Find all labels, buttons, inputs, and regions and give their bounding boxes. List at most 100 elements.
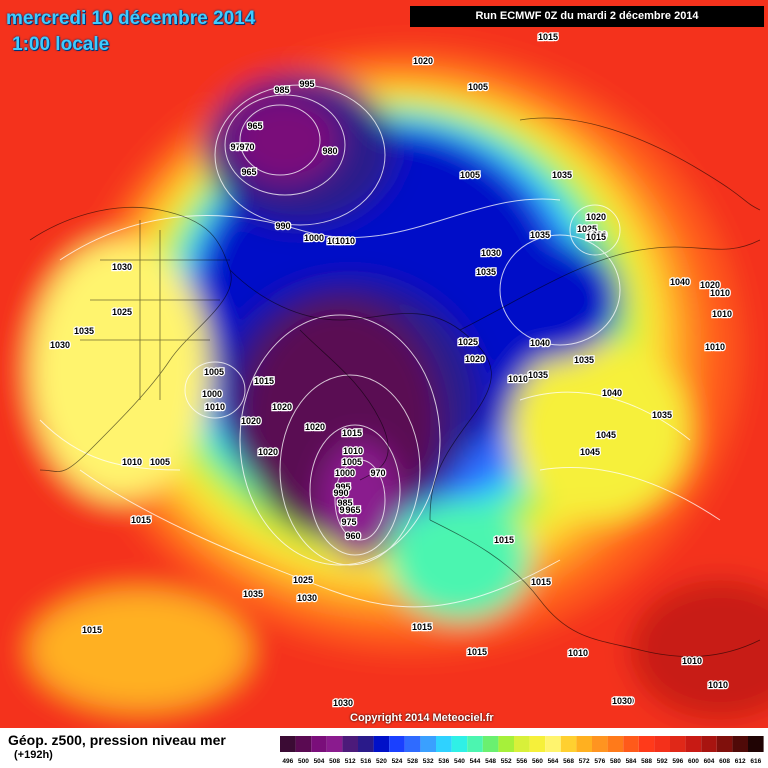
scale-label: 536 [438, 758, 449, 765]
isobar-label: 1010 [335, 236, 355, 246]
isobar-label: 1035 [652, 410, 672, 420]
scale-swatch [545, 736, 561, 752]
field-title: Géop. z500, pression niveau mer [8, 732, 226, 748]
isobar-label: 965 [345, 505, 360, 515]
isobar-label: 1020 [614, 696, 634, 706]
isobar-label: 1025 [577, 224, 597, 234]
scale-swatch [514, 736, 530, 752]
forecast-date-title: mercredi 10 décembre 2014 [6, 8, 256, 29]
isobar-label: 1010 [568, 648, 588, 658]
isobar-label: 1025 [112, 307, 132, 317]
isobar-label: 975 [230, 142, 245, 152]
scale-swatch [311, 736, 327, 752]
isobar-label: 1040 [530, 338, 550, 348]
color-scale: 496 500 504 508 512 516 520 524 528 532 536 540 544 5… [280, 736, 764, 765]
isobar-label: 1035 [528, 370, 548, 380]
isobar-label: 1010 [682, 656, 702, 666]
scale-swatch [280, 736, 296, 752]
scale-label: 528 [407, 758, 418, 765]
isobar-label: 1005 [460, 170, 480, 180]
isobar-label: 1020 [258, 447, 278, 457]
isobar-label: 1045 [596, 430, 616, 440]
isobar-label: 1010 [122, 457, 142, 467]
isobar-label: 1005 [342, 457, 362, 467]
isobar-label: 1030 [50, 340, 70, 350]
scale-label: 592 [657, 758, 668, 765]
scale-label: 504 [314, 758, 325, 765]
scale-label: 568 [563, 758, 574, 765]
scale-label: 584 [626, 758, 637, 765]
isobar-label: 980 [322, 146, 337, 156]
isobar-label: 1035 [74, 326, 94, 336]
isobar-label: 1015 [586, 232, 606, 242]
isobar-label: 985 [337, 498, 352, 508]
scale-label: 552 [501, 758, 512, 765]
isobar-label: 1015 [531, 577, 551, 587]
scale-label: 572 [579, 758, 590, 765]
scale-label: 604 [704, 758, 715, 765]
isobar-label: 1030 [481, 248, 501, 258]
isobar-label: 985 [274, 85, 289, 95]
scale-swatch [576, 736, 592, 752]
isobar-label: 1030 [297, 593, 317, 603]
isobar-label: 1035 [574, 355, 594, 365]
run-info-box: Run ECMWF 0Z du mardi 2 décembre 2014 [410, 6, 764, 27]
isobar-label: 995 [299, 79, 314, 89]
geopotential-field [0, 0, 768, 728]
scale-label: 564 [548, 758, 559, 765]
scale-label: 576 [594, 758, 605, 765]
isobar-label: 1020 [305, 422, 325, 432]
isobar-label: 1025 [293, 575, 313, 585]
isobar-label: 1030 [333, 698, 353, 708]
isobar-label: 1000 [304, 233, 324, 243]
isobar-label: 990 [333, 488, 348, 498]
isobar-label: 1035 [476, 267, 496, 277]
scale-label: 532 [423, 758, 434, 765]
scale-swatch [342, 736, 358, 752]
isobar-labels: 1015102010059959859659759709659809901000… [49, 31, 734, 710]
scale-label: 496 [282, 758, 293, 765]
scale-label: 608 [719, 758, 730, 765]
coastlines [29, 117, 761, 657]
scale-label: 596 [672, 758, 683, 765]
scale-label: 520 [376, 758, 387, 765]
forecast-hour: (+192h) [14, 749, 53, 761]
isobar-label: 1010 [710, 288, 730, 298]
scale-label: 540 [454, 758, 465, 765]
scale-swatch [732, 736, 748, 752]
scale-swatch [607, 736, 624, 752]
scale-label: 556 [516, 758, 527, 765]
isobar-label: 1000 [335, 468, 355, 478]
scale-label: 524 [392, 758, 403, 765]
scale-label: 544 [470, 758, 481, 765]
scale-swatch [529, 736, 546, 752]
isobar-label: 1000 [202, 389, 222, 399]
scale-swatch [436, 736, 452, 752]
scale-swatch [685, 736, 702, 752]
isobar-label: 1010 [508, 374, 528, 384]
isobar-label: 1035 [552, 170, 572, 180]
isobar-label: 1015 [342, 428, 362, 438]
scale-label: 580 [610, 758, 621, 765]
isobar-label: 1035 [530, 230, 550, 240]
scale-swatch [482, 736, 499, 752]
isobar-label: 990 [275, 221, 290, 231]
isobar-label: 1005 [150, 457, 170, 467]
isobar-label: 1010 [205, 402, 225, 412]
isobar-label: 1020 [272, 402, 292, 412]
scale-label: 500 [298, 758, 309, 765]
isobar-label: 1010 [712, 309, 732, 319]
scale-label: 616 [750, 758, 761, 765]
scale-swatch [295, 736, 312, 752]
isobar-label: 1020 [465, 354, 485, 364]
isobar-label: 1020 [700, 280, 720, 290]
isobar-label: 1015 [254, 376, 274, 386]
scale-swatch [716, 736, 733, 752]
scale-swatch [623, 736, 639, 752]
scale-swatch [326, 736, 343, 752]
scale-label: 588 [641, 758, 652, 765]
scale-label: 508 [329, 758, 340, 765]
isobar-label: 1020 [587, 230, 607, 240]
scale-swatch [451, 736, 468, 752]
